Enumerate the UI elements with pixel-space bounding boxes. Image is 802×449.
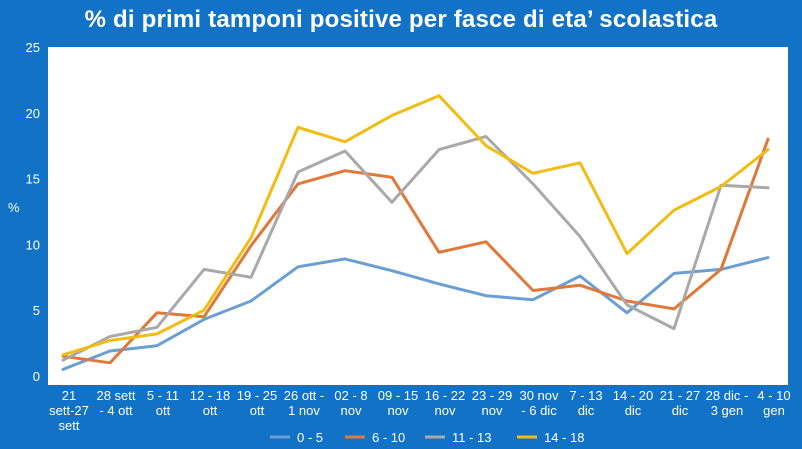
legend-label: 0 - 5: [297, 430, 323, 445]
x-tick-label: 21 sett-27 sett: [49, 388, 89, 433]
x-tick-label: 09 - 15 nov: [378, 388, 418, 418]
x-tick-label: 21 - 27 dic: [660, 388, 700, 418]
legend-label: 14 - 18: [544, 430, 584, 445]
x-tick-label: 16 - 22 nov: [425, 388, 465, 418]
y-tick-label: 20: [26, 106, 40, 121]
legend-label: 6 - 10: [372, 430, 405, 445]
x-tick-label: 14 - 20 dic: [613, 388, 653, 418]
x-tick-label: 30 nov - 6 dic: [519, 388, 559, 418]
x-tick-label: 02 - 8 nov: [334, 388, 367, 418]
x-tick-label: 7 - 13 dic: [569, 388, 602, 418]
y-tick-label: 0: [33, 369, 40, 384]
y-tick-label: 15: [26, 172, 40, 187]
series-line-1: [61, 256, 770, 371]
chart-title: % di primi tamponi positive per fasce di…: [84, 6, 718, 33]
x-tick-label: 28 dic -3 gen: [706, 388, 749, 418]
x-tick-label: 4 - 10 gen: [757, 388, 790, 418]
y-tick-label: 10: [26, 237, 40, 252]
x-tick-label: 5 - 11 ott: [147, 388, 179, 418]
y-axis-title: %: [8, 200, 20, 215]
series-lines: [61, 94, 770, 371]
x-tick-label: 19 - 25 ott: [237, 388, 277, 418]
legend: 0 - 5 6 - 10 11 - 13 14 - 18: [270, 430, 584, 445]
y-axis-label: %: [8, 200, 20, 215]
legend-label: 11 - 13: [452, 430, 492, 445]
series-line-4: [61, 94, 770, 357]
x-tick-label: 26 ott -1 nov: [284, 388, 324, 418]
x-tick-label: 28 sett - 4 ott: [96, 388, 135, 418]
y-tick-label: 5: [33, 303, 40, 318]
series-line-2: [61, 137, 770, 365]
y-tick-label: 25: [26, 40, 40, 55]
series-line-3: [61, 135, 770, 362]
y-axis-ticks: 0 5 10 15 20 25: [26, 40, 40, 384]
x-tick-label: 12 - 18 ott: [190, 388, 230, 418]
x-tick-label: 23 - 29 nov: [472, 388, 512, 418]
